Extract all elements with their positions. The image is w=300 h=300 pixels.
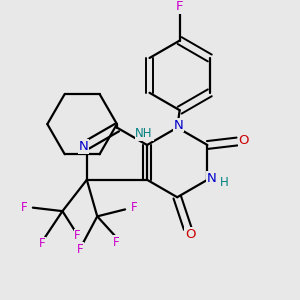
Text: F: F: [113, 236, 119, 249]
Text: F: F: [131, 201, 137, 214]
Text: O: O: [185, 228, 195, 241]
Text: F: F: [20, 201, 27, 214]
Text: F: F: [39, 237, 45, 250]
Text: N: N: [207, 172, 217, 185]
Text: NH: NH: [135, 127, 153, 140]
Text: F: F: [77, 243, 84, 256]
Text: F: F: [176, 0, 183, 13]
Text: N: N: [174, 119, 184, 132]
Text: N: N: [79, 140, 89, 153]
Text: H: H: [220, 176, 228, 189]
Text: F: F: [74, 229, 81, 242]
Text: O: O: [238, 134, 249, 147]
